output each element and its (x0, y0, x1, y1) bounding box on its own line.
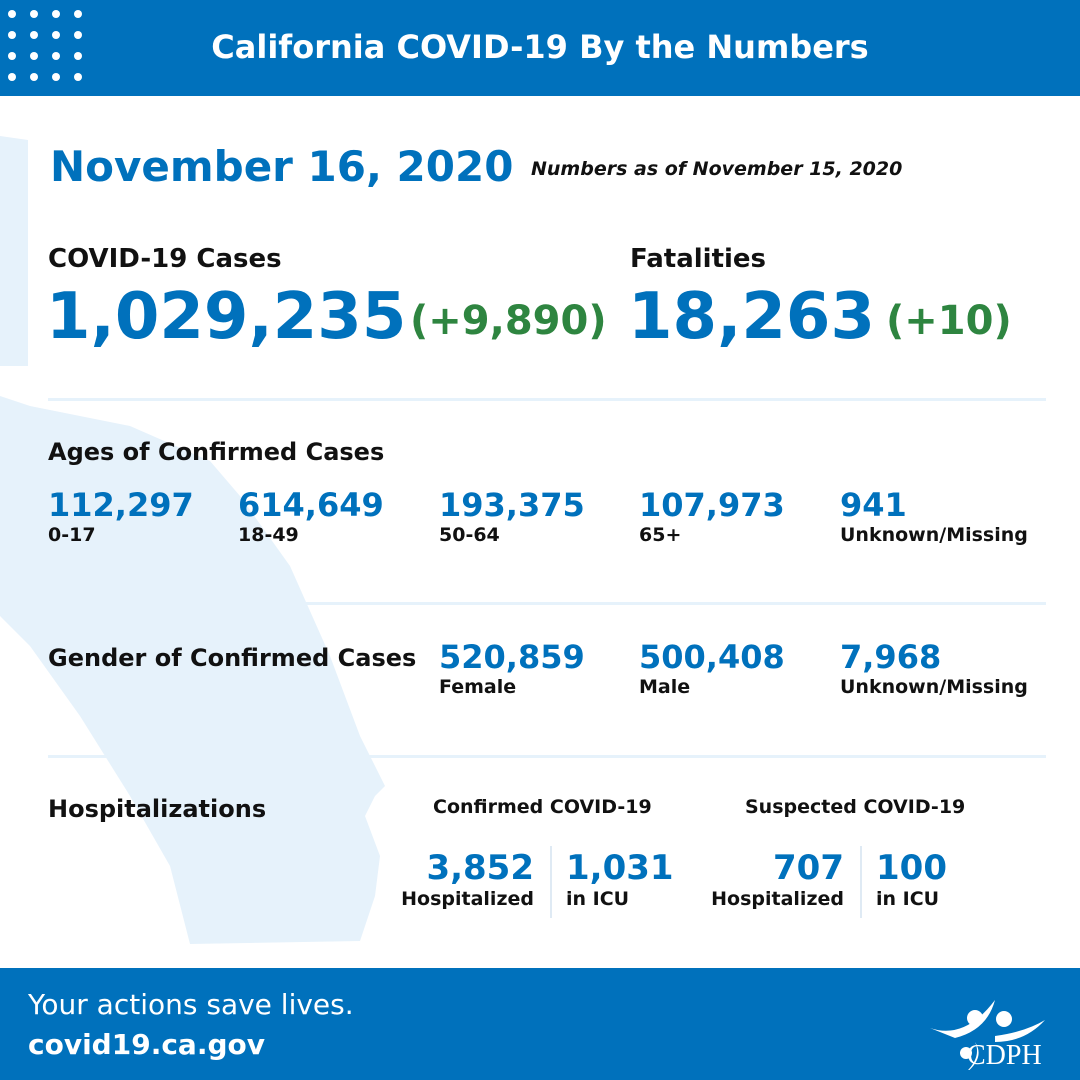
age-value: 941 (840, 486, 907, 524)
svg-text:CDPH: CDPH (967, 1040, 1042, 1070)
confirmed-title: Confirmed COVID-19 (433, 796, 652, 818)
divider (48, 755, 1046, 758)
hospitalized-label: Hospitalized (401, 888, 534, 910)
suspected-hospitalized: 707 (773, 848, 844, 888)
header: California COVID-19 By the Numbers (0, 0, 1080, 96)
age-value: 107,973 (639, 486, 785, 524)
fatalities-label: Fatalities (630, 244, 767, 274)
footer: Your actions save lives. covid19.ca.gov … (0, 968, 1080, 1080)
gender-label: Unknown/Missing (840, 676, 1028, 698)
cdph-logo: CDPH (930, 1000, 1045, 1070)
website-link[interactable]: covid19.ca.gov (28, 1028, 265, 1061)
fatalities-total: 18,263 (628, 280, 875, 354)
age-label: Unknown/Missing (840, 524, 1028, 546)
gender-value: 7,968 (840, 638, 942, 676)
gender-value: 520,859 (439, 638, 585, 676)
age-label: 18-49 (238, 524, 299, 546)
divider (860, 846, 862, 918)
suspected-icu: 100 (876, 848, 947, 888)
confirmed-hospitalized: 3,852 (426, 848, 534, 888)
age-label: 65+ (639, 524, 682, 546)
divider (550, 846, 552, 918)
gender-title: Gender of Confirmed Cases (48, 644, 417, 672)
suspected-title: Suspected COVID-19 (745, 796, 966, 818)
hospitalizations-title: Hospitalizations (48, 795, 267, 823)
icu-label: in ICU (876, 888, 940, 910)
dots-decoration (8, 10, 88, 82)
cases-label: COVID-19 Cases (48, 244, 282, 274)
numbers-as-of: Numbers as of November 15, 2020 (531, 158, 903, 180)
gender-label: Female (439, 676, 517, 698)
tagline: Your actions save lives. (28, 988, 354, 1021)
age-label: 0-17 (48, 524, 96, 546)
gender-label: Male (639, 676, 691, 698)
age-value: 193,375 (439, 486, 585, 524)
fatalities-change: (+10) (886, 298, 1012, 344)
cases-total: 1,029,235 (46, 280, 407, 354)
age-value: 614,649 (238, 486, 384, 524)
gender-value: 500,408 (639, 638, 785, 676)
age-label: 50-64 (439, 524, 500, 546)
hospitalized-label: Hospitalized (711, 888, 844, 910)
report-date: November 16, 2020 (50, 142, 514, 191)
ages-title: Ages of Confirmed Cases (48, 438, 385, 466)
page-title: California COVID-19 By the Numbers (211, 28, 869, 66)
icu-label: in ICU (566, 888, 630, 910)
divider (48, 602, 1046, 605)
california-map-background (0, 136, 385, 944)
divider (48, 398, 1046, 401)
confirmed-icu: 1,031 (566, 848, 674, 888)
age-value: 112,297 (48, 486, 194, 524)
cases-change: (+9,890) (410, 298, 607, 344)
